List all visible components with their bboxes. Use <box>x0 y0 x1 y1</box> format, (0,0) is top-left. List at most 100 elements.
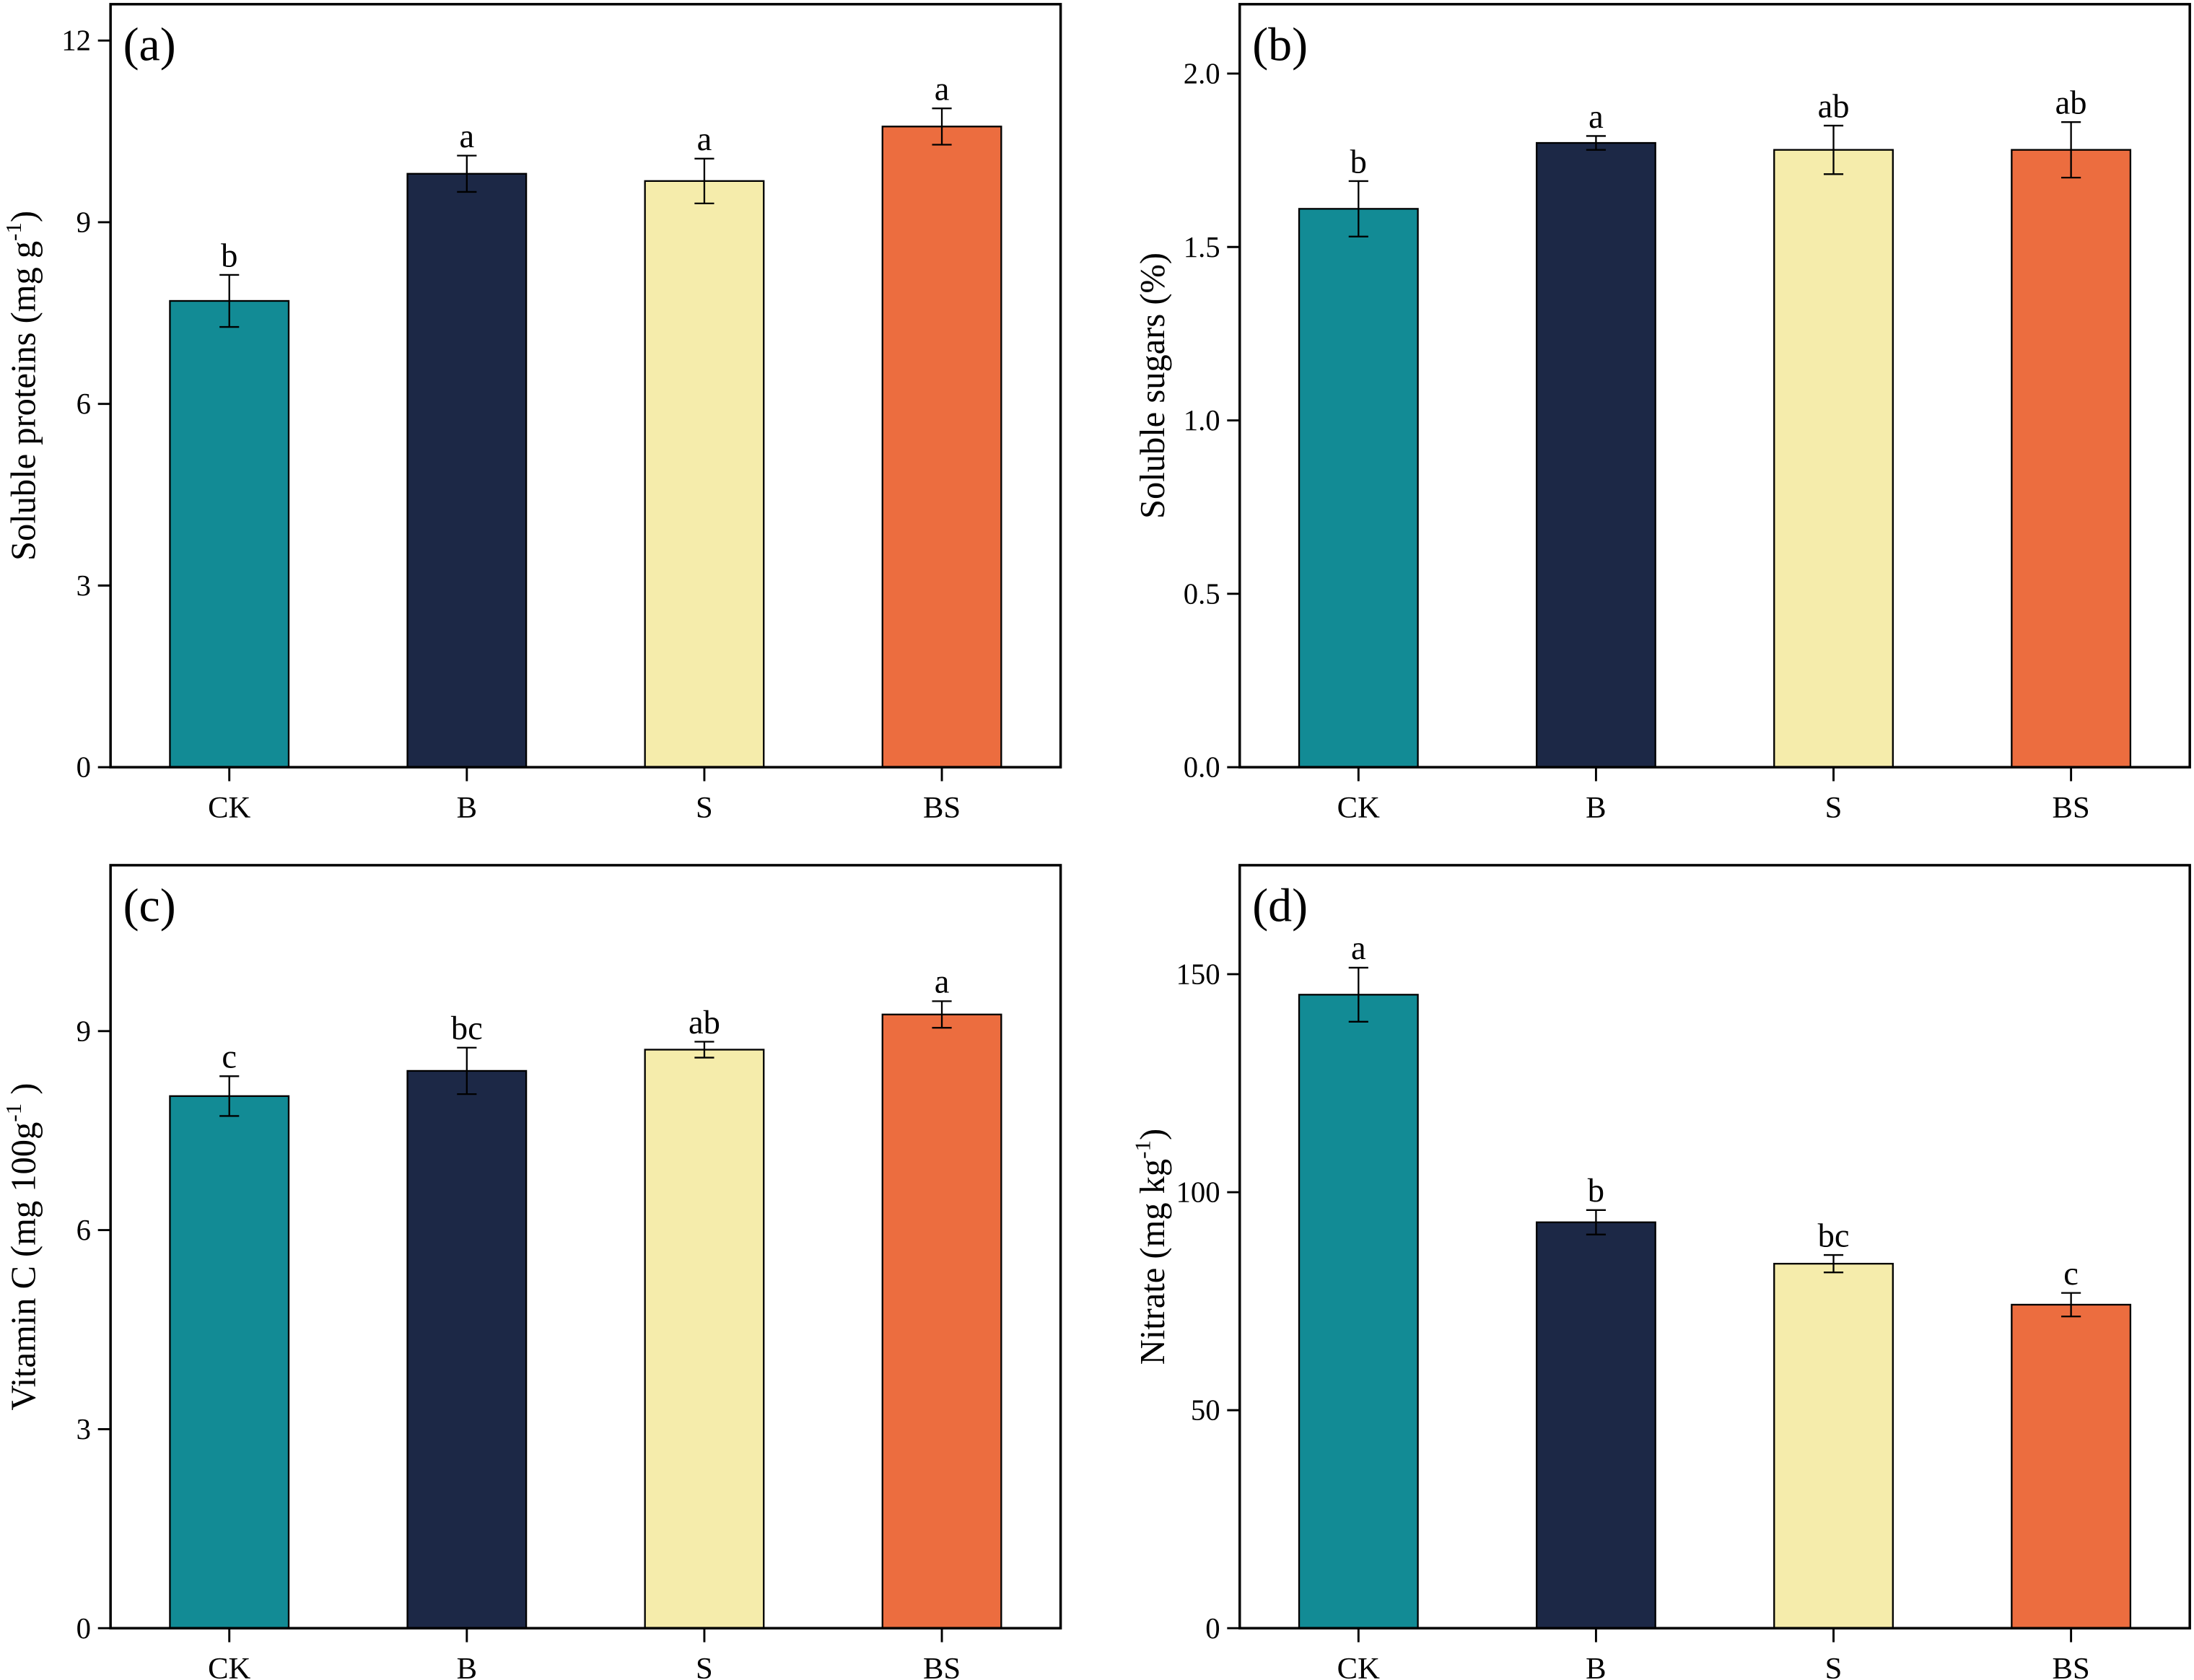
x-tick-label: S <box>1825 1652 1843 1680</box>
bar-ck <box>169 299 290 769</box>
y-tick-label: 2.0 <box>1184 58 1220 90</box>
significance-letter: bc <box>451 1010 483 1047</box>
bar-ck <box>1298 994 1419 1629</box>
error-bar-s <box>1823 1254 1844 1274</box>
x-tick-label: CK <box>208 1652 250 1680</box>
significance-letter: b <box>221 237 237 274</box>
y-tick-label: 150 <box>1176 958 1220 991</box>
error-bar-bs <box>932 107 952 146</box>
bar-s <box>644 1049 765 1629</box>
y-tick-label: 3 <box>77 1413 91 1445</box>
panel-c: c CK bc Bab Sa BS 0 3 6 9 (c) Vitamin C (mg 100g-1 … <box>1 864 1062 1680</box>
y-tick-label: 3 <box>77 569 91 602</box>
y-axis-label-superscript: -1 <box>1 1103 26 1122</box>
y-tick-label: 100 <box>1176 1176 1220 1209</box>
y-axis-label-superscript: -1 <box>1130 1140 1155 1159</box>
bar-ck <box>169 1095 290 1629</box>
y-axis-label-end: ) <box>1134 1129 1172 1140</box>
error-bar-ck <box>1348 180 1368 237</box>
x-tick-label: CK <box>208 791 250 825</box>
bar-ck <box>1298 208 1419 769</box>
bar-bs <box>2011 1303 2132 1629</box>
x-tick-label: BS <box>923 791 961 825</box>
y-tick-label: 9 <box>77 1015 91 1047</box>
error-bar-s <box>1823 124 1844 175</box>
significance-letter: bc <box>1818 1217 1850 1254</box>
y-tick-label: 50 <box>1191 1394 1220 1427</box>
error-bar-bs <box>2061 121 2081 179</box>
y-axis-label-text: Vitamin C (mg 100g <box>4 1122 43 1411</box>
plot-frame <box>1238 3 2191 769</box>
x-tick-label: BS <box>2053 1652 2090 1680</box>
error-bar-ck <box>1348 966 1368 1023</box>
x-tick-label: CK <box>1337 1652 1380 1680</box>
error-bar-ck <box>219 274 240 328</box>
plot-frame <box>109 864 1062 1629</box>
panel-a: b CK a Ba Sa BS 0 3 6 9 12 (a) Soluble proteins (mg … <box>1 3 1062 825</box>
x-tick-label: S <box>696 1652 713 1680</box>
y-tick-label: 0 <box>77 1612 91 1645</box>
bar-bs <box>881 126 1002 769</box>
bar-b <box>1535 141 1656 769</box>
bar-s <box>644 180 765 769</box>
panel-label: (a) <box>123 18 176 71</box>
significance-letter: ab <box>689 1005 720 1041</box>
y-axis-label-superscript: -1 <box>1 222 26 241</box>
y-tick-label: 12 <box>61 25 91 57</box>
significance-letter: a <box>1588 99 1604 136</box>
significance-letter: ab <box>1818 88 1850 125</box>
y-axis-label: Soluble proteins (mg g-1) <box>1 211 43 561</box>
significance-letter: a <box>935 964 950 1001</box>
y-axis-label-end: ) <box>4 211 43 222</box>
x-tick-label: B <box>457 791 477 825</box>
x-tick-label: BS <box>923 1652 961 1680</box>
y-tick-label: 1.0 <box>1184 404 1220 437</box>
error-bar-b <box>457 1046 477 1095</box>
error-bar-b <box>457 154 477 193</box>
y-tick-label: 6 <box>77 1214 91 1246</box>
panel-label: (d) <box>1252 880 1308 932</box>
x-tick-label: CK <box>1337 791 1380 825</box>
bar-b <box>406 172 528 769</box>
x-tick-label: B <box>457 1652 477 1680</box>
y-axis-label: Nitrate (mg kg-1) <box>1130 1129 1172 1365</box>
panel-b: b CK a Bab Sab BS 0.0 0.5 1.0 1.5 2.0 (b) Soluble su… <box>1134 3 2191 825</box>
significance-letter: b <box>1350 144 1367 180</box>
error-bar-bs <box>932 1000 952 1029</box>
y-axis-label-text: Nitrate (mg kg <box>1134 1159 1172 1365</box>
y-tick-label: 6 <box>77 388 91 420</box>
y-axis-label-text: Soluble sugars (%) <box>1134 253 1172 519</box>
y-tick-label: 9 <box>77 206 91 238</box>
y-tick-label: 0.0 <box>1184 751 1220 784</box>
y-tick-label: 1.5 <box>1184 231 1220 263</box>
significance-letter: a <box>1351 930 1366 967</box>
error-bar-bs <box>2061 1292 2081 1318</box>
x-tick-label: S <box>1825 791 1843 825</box>
y-tick-label: 0 <box>77 751 91 784</box>
significance-letter: a <box>935 71 950 108</box>
significance-letter: c <box>222 1039 237 1076</box>
error-bar-b <box>1586 135 1606 151</box>
x-tick-label: BS <box>2053 791 2090 825</box>
significance-letter: a <box>459 118 474 155</box>
y-axis-label-end: ) <box>4 1083 43 1103</box>
significance-letter: c <box>2063 1256 2079 1292</box>
panel-d: a CK b Bbc Sc BS 0 50 100 150 (d) Nitrate (mg kg-1) <box>1130 864 2191 1680</box>
significance-letter: ab <box>2055 85 2087 122</box>
y-axis-label: Soluble sugars (%) <box>1134 253 1172 519</box>
bar-b <box>406 1069 528 1629</box>
x-tick-label: B <box>1586 791 1606 825</box>
bar-bs <box>2011 149 2132 769</box>
plot-frame <box>1238 864 2191 1629</box>
plot-frame <box>109 3 1062 769</box>
significance-letter: b <box>1588 1173 1604 1209</box>
y-tick-label: 0 <box>1205 1612 1220 1645</box>
panel-label: (b) <box>1252 18 1308 71</box>
error-bar-b <box>1586 1209 1606 1235</box>
y-axis-label: Vitamin C (mg 100g-1 ) <box>1 1083 43 1411</box>
x-tick-label: S <box>696 791 713 825</box>
error-bar-ck <box>219 1075 240 1117</box>
bar-s <box>1773 1262 1894 1629</box>
panel-label: (c) <box>123 880 176 932</box>
